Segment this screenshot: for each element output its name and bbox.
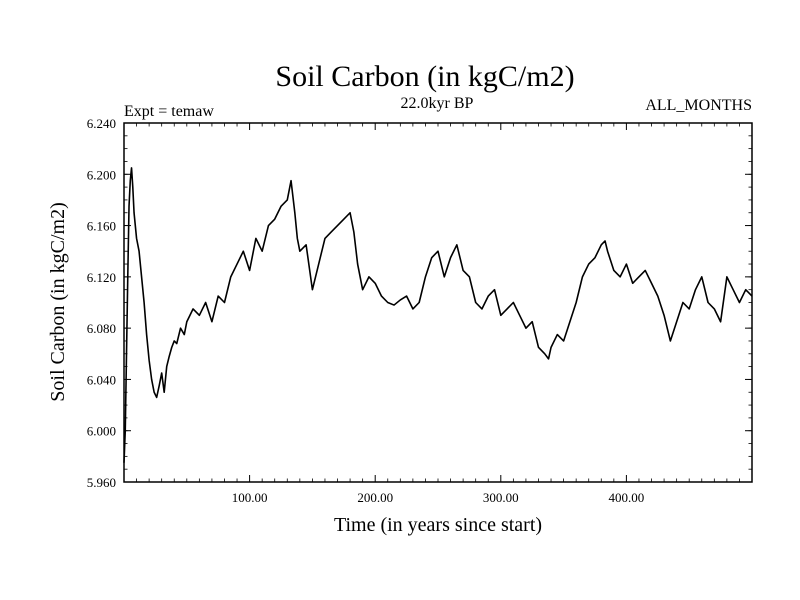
y-tick-label: 6.040: [87, 372, 116, 387]
y-tick-label: 6.200: [87, 167, 116, 182]
y-tick-label: 6.240: [87, 116, 116, 131]
x-tick-label: 300.00: [483, 490, 519, 505]
x-tick-label: 100.00: [232, 490, 268, 505]
plot-area: 5.960 6.000 6.040 6.080 6.120 6.160 6.200 6.240…: [87, 116, 753, 505]
x-tick-label: 200.00: [357, 490, 393, 505]
y-tick-label: 5.960: [87, 475, 116, 490]
months-label: ALL_MONTHS: [645, 97, 752, 114]
series-line: [123, 167, 753, 463]
y-tick-label: 6.120: [87, 270, 116, 285]
x-axis-title: Time (in years since start): [334, 514, 542, 536]
chart-title: Soil Carbon (in kgC/m2): [275, 60, 574, 93]
y-tick-label: 6.000: [87, 424, 116, 439]
x-tick-label: 400.00: [609, 490, 645, 505]
experiment-label: Expt = temaw: [124, 103, 214, 120]
y-axis-title: Soil Carbon (in kgC/m2): [47, 202, 69, 401]
plot-frame: [123, 122, 753, 483]
y-tick-label: 6.160: [87, 219, 116, 234]
period-label: 22.0kyr BP: [401, 95, 474, 112]
y-tick-label: 6.080: [87, 321, 116, 336]
